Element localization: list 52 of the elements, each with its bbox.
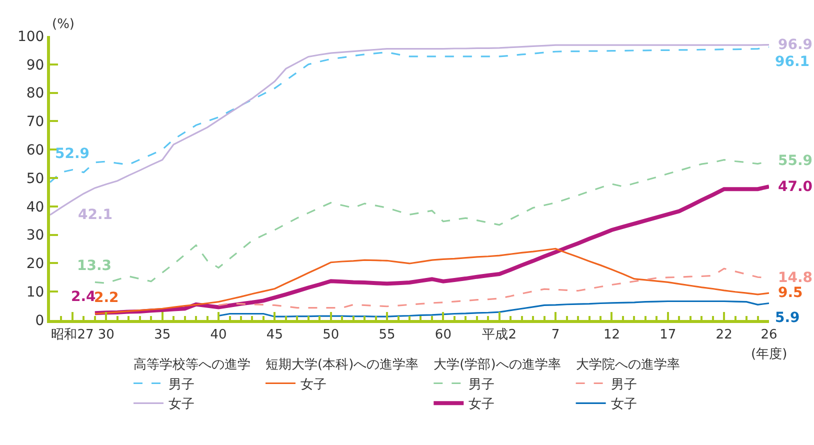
y-tick-label: 90 bbox=[26, 57, 44, 74]
y-tick-label: 0 bbox=[35, 312, 44, 329]
data-label: 14.8 bbox=[778, 270, 813, 286]
x-tick-label: 40 bbox=[210, 328, 227, 343]
data-label: 47.0 bbox=[778, 179, 813, 195]
y-tick-label: 60 bbox=[26, 142, 44, 158]
x-tick-label: 35 bbox=[154, 328, 171, 343]
data-label: 2.4 bbox=[71, 289, 96, 305]
data-label: 13.3 bbox=[77, 258, 112, 274]
y-tick-label: 70 bbox=[26, 114, 44, 130]
x-tick-label: 17 bbox=[660, 328, 676, 343]
legend-label: 女子 bbox=[168, 397, 194, 412]
data-label: 2.2 bbox=[94, 290, 119, 306]
y-tick-label: 100 bbox=[17, 28, 44, 45]
x-tick-label: 7 bbox=[551, 328, 560, 343]
x-tick-label: 昭和27 bbox=[51, 328, 94, 343]
y-axis-title: (%) bbox=[52, 17, 74, 32]
legend-label: 男子 bbox=[610, 377, 637, 392]
y-tick-label: 80 bbox=[26, 86, 44, 102]
legend-label: 男子 bbox=[168, 377, 194, 392]
x-axis-title: (年度) bbox=[751, 346, 788, 362]
x-tick-label: 55 bbox=[378, 328, 396, 343]
text: 高等学校等への進学 bbox=[134, 356, 250, 372]
legend-label: 男子 bbox=[468, 377, 495, 392]
data-label: 9.5 bbox=[778, 285, 803, 301]
data-label: 42.1 bbox=[78, 207, 113, 223]
data-label: 96.1 bbox=[775, 54, 810, 70]
legend-label: 女子 bbox=[468, 397, 495, 412]
data-label: 5.9 bbox=[775, 310, 800, 326]
x-tick-label: 平成2 bbox=[482, 328, 517, 343]
x-tick-label: 22 bbox=[716, 328, 732, 343]
text: 短期大学(本科)への進学率 bbox=[266, 356, 419, 372]
legend-label: 女子 bbox=[610, 397, 637, 412]
legend-label: 女子 bbox=[300, 377, 326, 392]
x-tick-label: 60 bbox=[434, 328, 452, 343]
data-label: 55.9 bbox=[778, 153, 813, 169]
x-tick-label: 50 bbox=[322, 328, 340, 343]
line-series bbox=[218, 300, 769, 318]
data-label: 52.9 bbox=[55, 146, 90, 162]
y-tick-label: 40 bbox=[26, 199, 44, 216]
x-tick-label: 12 bbox=[603, 328, 620, 343]
text: 大学(学部)への進学率 bbox=[434, 356, 561, 372]
y-tick-label: 20 bbox=[26, 256, 44, 272]
text: 大学院への進学率 bbox=[576, 356, 680, 372]
y-tick-label: 50 bbox=[26, 170, 44, 187]
data-label: 96.9 bbox=[778, 37, 813, 53]
x-tick-label: 30 bbox=[98, 328, 114, 343]
y-tick-label: 10 bbox=[26, 284, 44, 300]
line-series bbox=[50, 46, 769, 184]
x-tick-label: 45 bbox=[266, 328, 283, 343]
y-tick-label: 30 bbox=[26, 228, 44, 244]
x-tick-label: 26 bbox=[760, 328, 778, 343]
